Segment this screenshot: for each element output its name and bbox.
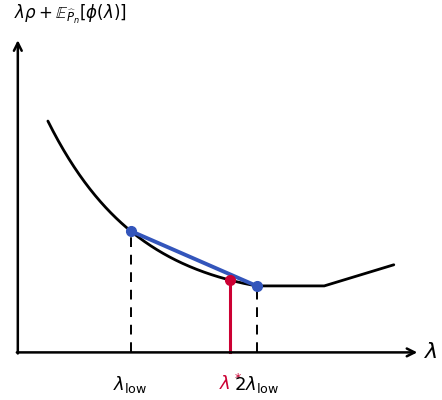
Text: $\lambda$: $\lambda$: [424, 342, 438, 362]
Text: $\lambda\rho + \mathbb{E}_{\widehat{P}_n}[\phi(\lambda)]$: $\lambda\rho + \mathbb{E}_{\widehat{P}_n…: [14, 3, 127, 26]
Text: $2\lambda_{\mathrm{low}}$: $2\lambda_{\mathrm{low}}$: [234, 374, 279, 394]
Text: $\lambda_{\mathrm{low}}$: $\lambda_{\mathrm{low}}$: [114, 374, 148, 394]
Text: $\lambda^*$: $\lambda^*$: [219, 374, 242, 394]
